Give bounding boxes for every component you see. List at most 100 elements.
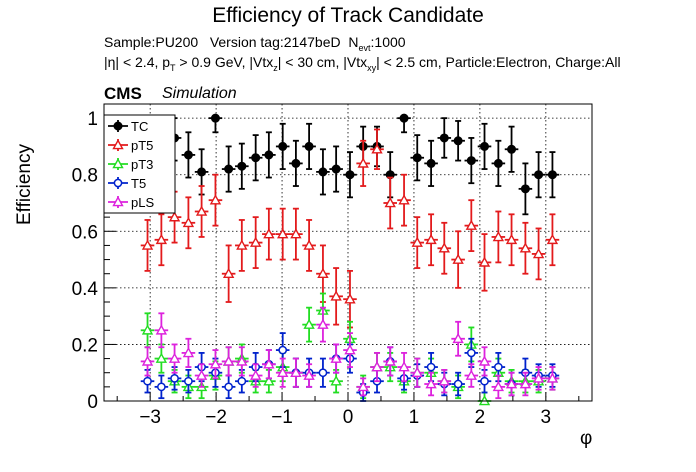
marker-pls [546, 372, 559, 383]
legend-label: pLS [131, 195, 154, 210]
marker-t5 [143, 376, 152, 386]
legend-item-pt5: pT5 [108, 138, 153, 153]
marker-tc [237, 161, 247, 171]
data-point-t5 [140, 368, 155, 394]
marker-pls [478, 355, 491, 366]
data-point-pt3 [329, 368, 343, 394]
marker-pls [398, 361, 410, 372]
legend-item-tc: TC [108, 119, 148, 134]
data-point-pls [437, 368, 452, 394]
data-point-pls [410, 357, 425, 388]
data-point-pls [194, 363, 209, 388]
data-point-pls [518, 371, 533, 397]
legend-label: TC [131, 119, 148, 134]
data-point-pt5 [424, 213, 438, 267]
data-point-pls [262, 349, 276, 380]
legend-label: pT5 [131, 138, 153, 153]
marker-tc [453, 136, 463, 146]
data-point-tc [221, 145, 236, 193]
marker-pt5 [277, 228, 289, 239]
data-point-pt5 [531, 227, 546, 281]
data-point-tc [302, 122, 316, 170]
marker-pt5 [492, 231, 505, 242]
data-point-pt5 [235, 219, 249, 272]
marker-pt5 [452, 253, 464, 264]
data-point-pls [370, 352, 384, 383]
marker-pls [141, 355, 154, 366]
data-point-pt5 [289, 207, 303, 261]
subtitle-sample-info: Sample:PU200 Version tag:2147beD Nevt:10… [104, 34, 406, 53]
y-axis-label: Efficiency [14, 144, 35, 225]
data-point-pls [451, 320, 465, 357]
marker-pls [425, 378, 437, 389]
legend-marker-pls [112, 196, 124, 207]
data-point-pls [531, 366, 546, 391]
data-point-tc [437, 117, 452, 159]
data-point-pls [302, 363, 316, 388]
x-tick-label: −1 [271, 407, 293, 428]
marker-tc [412, 153, 422, 163]
y-tick-label: 1 [87, 109, 98, 130]
marker-pls [357, 380, 369, 392]
data-point-pls [477, 346, 492, 377]
data-point-tc [248, 134, 263, 182]
marker-t5 [278, 345, 288, 355]
marker-pls [344, 344, 356, 355]
data-point-pt5 [302, 219, 316, 272]
y-tick-label: 0.4 [72, 279, 99, 300]
data-point-pls [504, 371, 519, 397]
data-point-pls [275, 357, 290, 388]
data-point-tc [451, 120, 465, 162]
marker-tc [183, 150, 193, 160]
data-point-pls [154, 312, 169, 349]
marker-pt5 [236, 239, 248, 250]
data-point-pt5 [181, 196, 196, 250]
marker-t5 [224, 382, 233, 392]
legend-item-pt3: pT3 [108, 157, 153, 172]
data-point-pls [397, 352, 411, 383]
x-tick-label: 1 [409, 407, 420, 428]
data-point-tc [329, 145, 343, 193]
data-point-pls [545, 366, 560, 391]
marker-pls [195, 369, 208, 380]
marker-pls [222, 355, 235, 366]
data-point-tc [343, 151, 357, 199]
marker-t5 [426, 362, 436, 372]
marker-tc [507, 144, 517, 154]
y-tick-label: 0 [87, 392, 98, 413]
data-point-pt5 [383, 176, 397, 230]
marker-pt5 [290, 228, 302, 239]
marker-pt3 [155, 352, 168, 363]
x-tick-label: 3 [541, 407, 552, 428]
data-point-pls [235, 346, 249, 377]
data-point-tc [424, 139, 438, 187]
marker-pls [465, 369, 478, 380]
data-point-pls [424, 371, 438, 397]
data-point-pls [181, 337, 196, 368]
data-point-tc [504, 125, 519, 173]
marker-pt5 [263, 228, 275, 239]
marker-t5 [480, 376, 489, 386]
data-point-t5 [451, 371, 465, 397]
data-point-pt5 [464, 199, 479, 252]
data-point-tc [397, 113, 411, 134]
data-point-t5 [316, 357, 330, 388]
marker-tc [520, 184, 530, 194]
data-point-pt3 [302, 306, 316, 343]
marker-pls [519, 378, 532, 389]
data-point-pt5 [545, 213, 560, 267]
marker-pt5 [371, 143, 383, 154]
marker-tc [197, 167, 207, 177]
axis-ticks: −3 −2 −1 0 1 2 3 0 0.2 0.4 0.6 0.8 1 [72, 109, 580, 428]
marker-pt5 [249, 236, 262, 247]
data-point-t5 [181, 368, 196, 394]
data-point-pls [356, 377, 370, 397]
legend-marker-pt3 [112, 158, 124, 169]
marker-tc [291, 158, 301, 168]
chart-title: Efficiency of Track Candidate [212, 4, 484, 27]
marker-pt5 [411, 236, 423, 247]
marker-pt5 [344, 293, 356, 304]
legend-label: T5 [131, 176, 146, 191]
legend-marker-t5 [113, 178, 123, 188]
data-point-pt5 [397, 173, 411, 227]
